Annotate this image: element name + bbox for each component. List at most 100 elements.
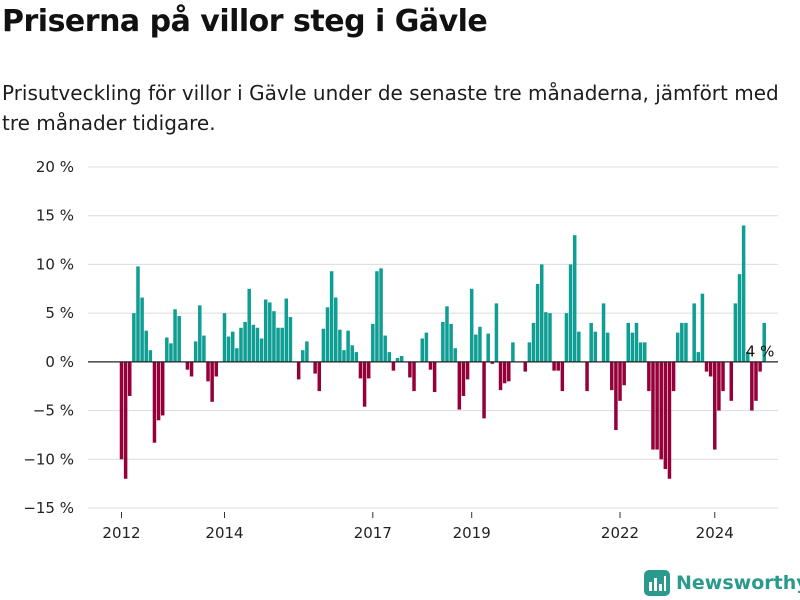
bar-negative bbox=[123, 361, 128, 479]
bar-positive bbox=[239, 327, 243, 362]
bar-positive bbox=[696, 352, 701, 362]
bar-negative bbox=[713, 361, 717, 450]
bar-positive bbox=[383, 335, 387, 362]
bar-negative bbox=[708, 361, 713, 377]
bar-negative bbox=[610, 361, 614, 391]
bar-negative bbox=[618, 361, 622, 401]
bar-negative bbox=[507, 361, 511, 382]
bar-positive bbox=[741, 225, 746, 362]
bar-positive bbox=[136, 266, 140, 362]
bar-negative bbox=[651, 361, 655, 450]
bar-positive bbox=[177, 316, 181, 362]
bar-positive bbox=[544, 312, 548, 362]
bar-positive bbox=[692, 303, 696, 362]
bar-negative bbox=[556, 361, 560, 371]
bar-positive bbox=[531, 322, 536, 362]
bar-positive bbox=[680, 322, 684, 362]
y-tick-label: −10 % bbox=[23, 450, 74, 468]
bar-negative bbox=[704, 361, 709, 372]
chart-axes: −15 % −10 % −5 % 0 % 5 % 10 % 15 % 20 % 2012 2014… bbox=[23, 158, 778, 542]
bar-positive bbox=[445, 306, 449, 362]
latest-value-label: 4 % bbox=[746, 343, 775, 361]
bar-positive bbox=[259, 338, 264, 362]
bar-positive bbox=[379, 268, 383, 362]
bar-positive bbox=[486, 333, 490, 362]
y-tick-label: 15 % bbox=[36, 207, 74, 225]
bar-negative bbox=[647, 361, 651, 392]
x-tick-label: 2024 bbox=[696, 524, 734, 542]
bar-positive bbox=[247, 288, 251, 362]
bar-positive bbox=[745, 352, 750, 362]
bar-positive bbox=[684, 322, 688, 362]
bar-positive bbox=[548, 313, 552, 362]
bar-positive bbox=[420, 338, 425, 362]
bar-positive bbox=[132, 313, 136, 362]
y-tick-label: −5 % bbox=[33, 402, 74, 420]
bar-chart-icon bbox=[644, 570, 670, 596]
bar-positive bbox=[230, 331, 235, 362]
bar-positive bbox=[387, 352, 392, 362]
x-tick-label: 2017 bbox=[354, 524, 392, 542]
bar-negative bbox=[210, 361, 214, 402]
bar-positive bbox=[354, 352, 359, 362]
bar-positive bbox=[469, 288, 474, 362]
bar-negative bbox=[206, 361, 210, 382]
bar-positive bbox=[527, 342, 532, 362]
bar-positive bbox=[148, 350, 153, 362]
bar-negative bbox=[523, 361, 528, 372]
bar-positive bbox=[371, 323, 375, 362]
bar-negative bbox=[366, 361, 371, 379]
chart-subtitle: Prisutveckling för villor i Gävle under … bbox=[2, 81, 779, 135]
bar-positive bbox=[453, 348, 457, 362]
bar-negative bbox=[729, 361, 734, 401]
bar-positive bbox=[593, 331, 598, 362]
bar-negative bbox=[428, 361, 433, 370]
bar-negative bbox=[552, 361, 556, 371]
y-tick-label: −15 % bbox=[23, 499, 74, 517]
bar-positive bbox=[539, 264, 544, 362]
bar-positive bbox=[733, 303, 738, 362]
bar-positive bbox=[638, 342, 643, 362]
bar-negative bbox=[502, 361, 507, 384]
bar-positive bbox=[226, 336, 231, 362]
bar-positive bbox=[144, 330, 148, 362]
bar-negative bbox=[457, 361, 462, 410]
bar-positive bbox=[198, 305, 202, 362]
bar-negative bbox=[671, 361, 676, 392]
bar-negative bbox=[614, 361, 618, 431]
bar-positive bbox=[605, 332, 610, 362]
bar-negative bbox=[655, 361, 659, 450]
bar-negative bbox=[490, 361, 495, 364]
bar-negative bbox=[391, 361, 396, 371]
bar-positive bbox=[222, 313, 227, 362]
bar-positive bbox=[375, 271, 379, 362]
bar-positive bbox=[601, 303, 606, 362]
bar-positive bbox=[280, 327, 284, 362]
bar-negative bbox=[119, 361, 124, 460]
bar-positive bbox=[202, 335, 206, 362]
bar-positive bbox=[494, 303, 499, 362]
bar-negative bbox=[667, 361, 672, 479]
bar-positive bbox=[737, 274, 742, 362]
bar-negative bbox=[663, 361, 668, 470]
bar-positive bbox=[333, 297, 338, 362]
bar-positive bbox=[301, 350, 305, 362]
bar-negative bbox=[750, 361, 754, 411]
bar-negative bbox=[185, 361, 190, 370]
bar-negative bbox=[412, 361, 416, 392]
bar-positive bbox=[251, 324, 256, 362]
bar-positive bbox=[675, 332, 680, 362]
bar-positive bbox=[321, 328, 326, 362]
bar-negative bbox=[296, 361, 301, 380]
x-tick-label: 2012 bbox=[102, 524, 140, 542]
chart-title: Priserna på villor steg i Gävle bbox=[2, 4, 488, 39]
bar-negative bbox=[214, 361, 219, 377]
bar-positive bbox=[169, 343, 173, 362]
bar-positive bbox=[474, 334, 478, 362]
bar-positive bbox=[338, 329, 342, 362]
bar-positive bbox=[511, 342, 515, 362]
y-tick-label: 20 % bbox=[36, 158, 74, 176]
bar-positive bbox=[395, 357, 400, 362]
bar-positive bbox=[762, 322, 766, 362]
bar-positive bbox=[193, 341, 198, 362]
